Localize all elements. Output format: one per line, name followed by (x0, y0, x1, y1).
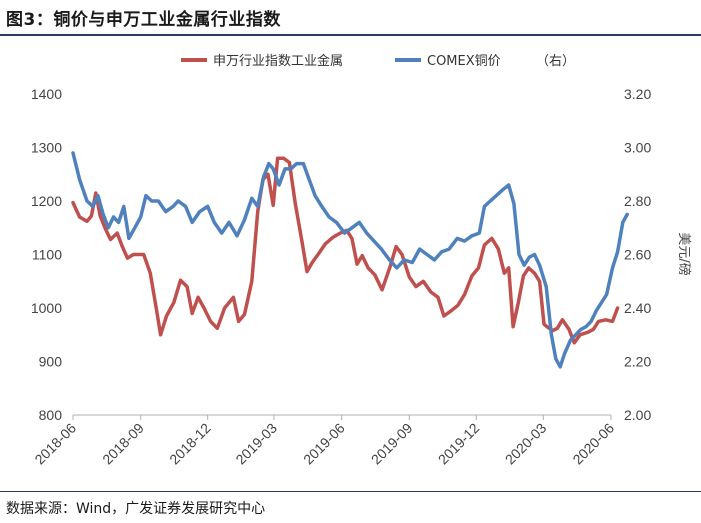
title-rule (0, 34, 701, 36)
x-tick-label: 2020-06 (569, 420, 617, 468)
y-right-tick-label: 2.40 (624, 300, 651, 316)
x-tick-label: 2019-03 (232, 420, 280, 468)
y-right-tick-label: 3.20 (624, 86, 651, 102)
y-left-tick-label: 1000 (31, 300, 62, 316)
y-right-unit-label: 美元/磅 (676, 232, 692, 275)
series-line-comex-copper (71, 151, 629, 369)
y-right-tick-label: 3.00 (624, 140, 651, 156)
y-right-tick-label: 2.00 (624, 407, 651, 423)
y-right-tick-label: 2.20 (624, 354, 651, 370)
y-left-tick-label: 800 (39, 407, 63, 423)
y-left-tick-label: 1400 (31, 86, 62, 102)
x-tick-label: 2018-06 (31, 420, 79, 468)
y-left-tick-label: 1100 (32, 247, 62, 263)
y-right-tick-label: 2.80 (624, 193, 651, 209)
x-tick-label: 2019-09 (368, 420, 416, 468)
source-rule (0, 491, 701, 492)
y-left-tick-label: 900 (39, 354, 63, 370)
y-left-tick-label: 1200 (31, 193, 62, 209)
series-line-metals-index (71, 156, 620, 345)
source-note: 数据来源：Wind，广发证券发展研究中心 (6, 501, 266, 517)
x-tick-label: 2019-12 (435, 420, 483, 468)
x-tick-label: 2018-12 (166, 420, 214, 468)
legend-label: 申万行业指数工业金属 (213, 53, 343, 69)
x-tick-label: 2019-06 (300, 420, 348, 468)
legend-label: COMEX铜价 (427, 54, 501, 69)
y-right-tick-label: 2.60 (624, 247, 651, 263)
x-tick-label: 2020-03 (502, 420, 550, 468)
legend-right-axis-note: （右） (536, 54, 575, 69)
y-left-tick-label: 1300 (31, 140, 62, 156)
figure-title: 图3：铜价与申万工业金属行业指数 (6, 10, 281, 30)
x-tick-label: 2018-09 (99, 420, 147, 468)
